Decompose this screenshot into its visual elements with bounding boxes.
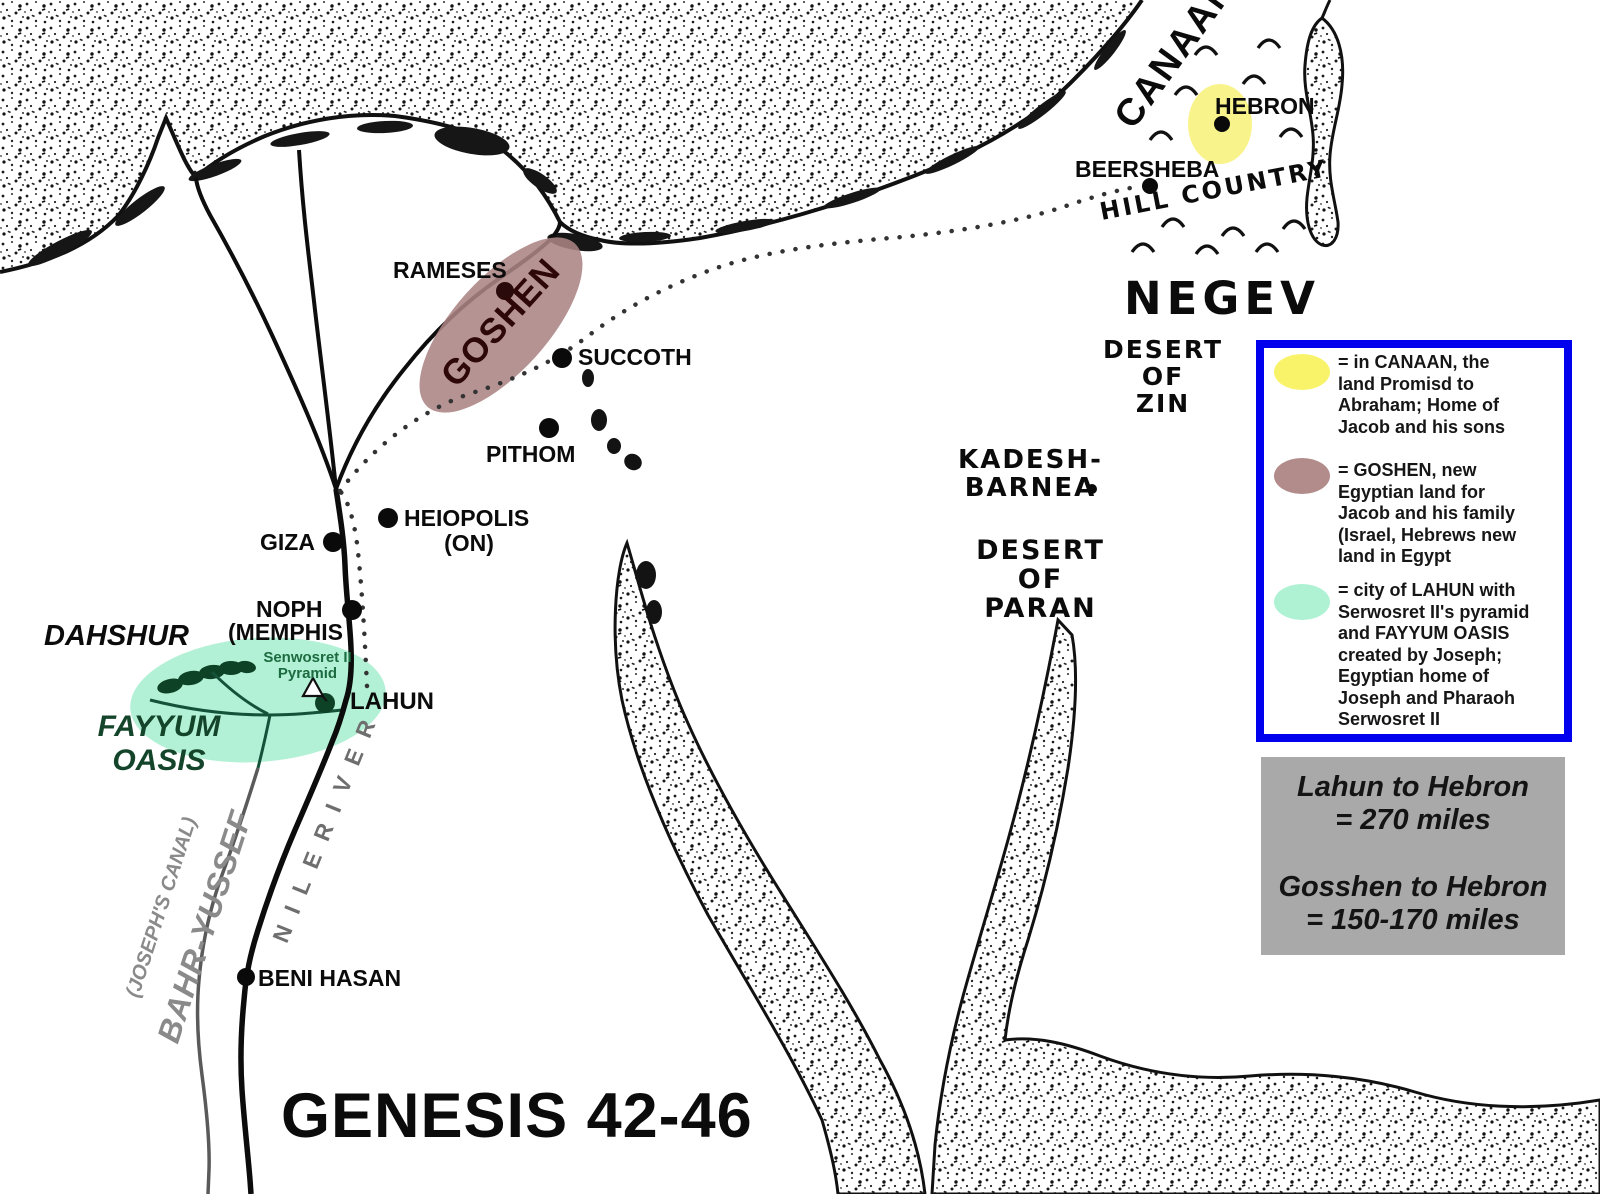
legend-text-canaan: = in CANAAN, the land Promisd to Abraham… bbox=[1338, 352, 1506, 437]
region-label-desert-of-zin: DESERT OF ZIN bbox=[1102, 335, 1224, 418]
distance-lahun-hebron: Lahun to Hebron = 270 miles bbox=[1297, 771, 1529, 836]
region-label-fayyum-oasis: FAYYUM OASIS bbox=[97, 710, 221, 777]
pithom-dot bbox=[539, 418, 559, 438]
legend-swatch-canaan bbox=[1274, 354, 1330, 390]
beersheba-dot bbox=[1142, 178, 1158, 194]
noph-dot bbox=[342, 600, 362, 620]
city-label-hebron: HEBRON bbox=[1215, 93, 1315, 119]
map-title: GENESIS 42-46 bbox=[281, 1081, 753, 1151]
gulf-of-suez bbox=[613, 538, 927, 1194]
heiopolis-dot bbox=[378, 508, 398, 528]
journey-route-dotted bbox=[337, 184, 1139, 689]
jordan-river-line bbox=[1320, 0, 1332, 19]
city-label-rameses: RAMESES bbox=[393, 257, 507, 283]
city-label-beni-hasan: BENI HASAN bbox=[258, 965, 402, 991]
kadesh-barnea-dot bbox=[1087, 484, 1097, 494]
bitter-lakes bbox=[582, 369, 662, 624]
rameses-dot bbox=[496, 282, 514, 300]
distance-goshen-hebron: Gosshen to Hebron = 150-170 miles bbox=[1278, 871, 1548, 936]
hill-country-arcs bbox=[1130, 38, 1307, 255]
succoth-dot bbox=[552, 348, 572, 368]
dead-sea bbox=[1303, 16, 1345, 248]
city-label-memphis: (MEMPHIS bbox=[228, 619, 343, 645]
legend-box: = in CANAAN, the land Promisd to Abraham… bbox=[1256, 340, 1572, 742]
hebron-dot bbox=[1214, 116, 1230, 132]
region-label-desert-of-paran: DESERT OF PARAN bbox=[976, 535, 1105, 624]
region-label-negev: NEGEV bbox=[1124, 272, 1320, 325]
legend-swatch-lahun bbox=[1274, 584, 1330, 620]
fayyum-lake bbox=[157, 660, 256, 694]
city-label-beersheba: BEERSHEBA bbox=[1075, 156, 1220, 182]
lahun-fayyum-overlay bbox=[130, 637, 386, 763]
legend-text-lahun: = city of LAHUN with Serwosret II's pyra… bbox=[1338, 580, 1530, 729]
legend-text-goshen: = GOSHEN, new Egyptian land for Jacob an… bbox=[1338, 460, 1517, 566]
city-label-succoth: SUCCOTH bbox=[578, 344, 692, 370]
bahr-yussef-canal bbox=[195, 767, 260, 1194]
shore-texture bbox=[28, 30, 1126, 266]
mediterranean-sea bbox=[0, 0, 1142, 272]
giza-dot bbox=[323, 532, 343, 552]
beni-hasan-dot bbox=[237, 968, 255, 986]
goshen-overlay bbox=[419, 237, 583, 413]
city-label-pithom: PITHOM bbox=[486, 441, 576, 467]
region-label-dahshur: DAHSHUR bbox=[44, 620, 189, 652]
city-label-giza: GIZA bbox=[260, 529, 315, 555]
label-senwosret-pyramid: Senwosret II Pyramid bbox=[263, 649, 352, 682]
city-label-heiopolis: HEIOPOLIS bbox=[404, 505, 530, 531]
pyramid-symbol bbox=[301, 675, 328, 702]
gulf-of-aqaba-red-sea bbox=[930, 616, 1600, 1194]
lahun-dot bbox=[315, 693, 335, 713]
city-dots bbox=[237, 116, 1230, 986]
legend-swatch-goshen bbox=[1274, 458, 1330, 494]
region-label-kadesh-barnea: KADESH- BARNEA bbox=[958, 445, 1103, 503]
fayyum-waterways bbox=[149, 670, 343, 769]
distance-box: Lahun to Hebron = 270 miles Gosshen to H… bbox=[1261, 757, 1565, 955]
city-label-heiopolis-on: (ON) bbox=[444, 530, 494, 556]
city-label-noph: NOPH bbox=[256, 596, 323, 622]
city-label-lahun: LAHUN bbox=[350, 688, 434, 715]
